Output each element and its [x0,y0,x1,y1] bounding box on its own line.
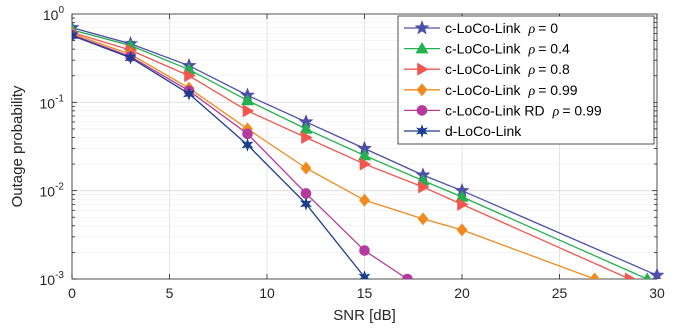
data-point [418,180,430,194]
data-point [359,245,370,256]
legend-box [397,15,655,145]
y-tick-label: 10-3 [40,270,65,288]
data-point [72,28,78,43]
y-axis-label: Outage probability [9,85,26,207]
series-layer [72,19,665,279]
data-point [359,157,372,171]
x-tick-label: 15 [357,285,373,301]
legend-entry: c-LoCo-Link ρ = 0.4 [404,41,570,58]
legend-marker [414,20,430,35]
data-point [456,223,468,237]
legend: c-LoCo-Link ρ = 0 c-LoCo-Link ρ = 0.4 c-LoCo-L… [397,15,655,145]
legend-entry: d-LoCo-Link [404,123,522,139]
legend-marker [415,41,429,54]
data-point [300,196,312,211]
data-point [242,128,253,140]
legend-label: c-LoCo-Link ρ = 0 [445,20,558,37]
data-point [240,93,255,106]
data-point [457,197,469,211]
x-tick-label: 30 [649,285,665,301]
x-tick-label: 10 [259,285,275,301]
data-point [183,86,195,101]
legend-entry: c-LoCo-Link RD ρ = 0.99 [404,102,602,119]
legend-label: c-LoCo-Link ρ = 0.4 [445,41,570,58]
data-point [299,122,313,134]
data-point [300,161,312,175]
series-3 [72,28,637,279]
data-point [359,193,370,207]
series-6 [72,28,371,279]
x-tick-label: 0 [68,285,76,301]
data-point [417,212,429,226]
series-line [72,34,408,279]
y-tick-label: 10-1 [40,93,65,111]
legend-marker [416,105,428,116]
y-tick-label: 10-2 [40,182,65,200]
data-point [242,104,255,118]
legend-marker [416,83,428,97]
y-tick-label: 100 [43,5,65,23]
data-point [624,272,637,279]
data-point [124,50,137,65]
data-point [643,272,652,279]
data-point [241,137,254,152]
legend-marker [417,62,429,76]
data-point [184,69,196,83]
data-point [358,270,371,279]
legend-entry: c-LoCo-Link ρ = 0.99 [404,82,578,99]
legend-entry: c-LoCo-Link ρ = 0 [404,20,558,37]
legend-entry: c-LoCo-Link ρ = 0.8 [404,61,570,78]
legend-marker [416,124,428,138]
legend-label: c-LoCo-Link RD ρ = 0.99 [445,102,602,119]
axis-ticks: 0 5 10 15 20 25 30 100 10-1 10-2 10-3 [40,5,665,301]
x-tick-label: 5 [166,285,174,301]
data-point [357,148,372,161]
series-line [72,34,366,278]
legend-label: c-LoCo-Link ρ = 0.99 [445,82,578,99]
legend-label: c-LoCo-Link ρ = 0.8 [445,61,570,78]
data-point [301,130,313,145]
legend-label: d-LoCo-Link [445,123,522,139]
x-axis-label: SNR [dB] [333,307,396,324]
data-point [649,267,665,279]
data-point [402,273,413,279]
x-tick-label: 25 [552,285,568,301]
x-tick-label: 20 [454,285,470,301]
data-point [589,272,600,279]
